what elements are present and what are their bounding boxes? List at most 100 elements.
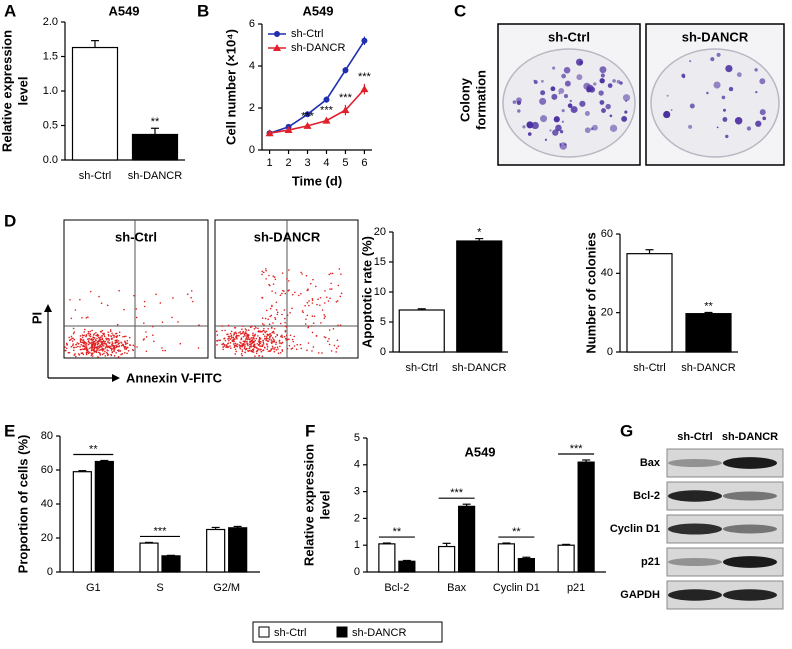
y-tick-label: 1.0 bbox=[43, 85, 58, 97]
event-dot bbox=[99, 345, 101, 347]
event-dot bbox=[82, 348, 84, 351]
colony bbox=[559, 144, 562, 147]
event-dot bbox=[90, 349, 93, 351]
event-dot bbox=[162, 349, 164, 352]
event-dot bbox=[251, 337, 253, 339]
event-dot bbox=[242, 335, 245, 338]
event-dot bbox=[91, 343, 94, 345]
event-dot bbox=[274, 346, 276, 349]
event-dot bbox=[243, 342, 246, 344]
event-dot bbox=[105, 343, 108, 345]
event-dot bbox=[82, 344, 85, 347]
event-dot bbox=[234, 353, 237, 355]
row-label: GAPDH bbox=[620, 589, 660, 601]
event-dot bbox=[261, 344, 264, 346]
event-dot bbox=[253, 335, 256, 337]
blot-band bbox=[723, 589, 777, 601]
colony bbox=[522, 125, 526, 129]
event-dot bbox=[105, 346, 107, 348]
event-dot bbox=[98, 346, 101, 349]
event-dot bbox=[242, 342, 245, 345]
event-dot bbox=[310, 325, 313, 327]
event-dot bbox=[244, 345, 246, 348]
event-dot bbox=[245, 332, 248, 335]
event-dot bbox=[273, 348, 275, 350]
y-axis-label: Cell number (×10⁴) bbox=[223, 29, 238, 145]
event-dot bbox=[111, 351, 114, 354]
event-dot bbox=[99, 336, 102, 338]
event-dot bbox=[96, 335, 99, 337]
y-tick-label: 0 bbox=[380, 346, 386, 358]
event-dot bbox=[118, 334, 121, 337]
event-dot bbox=[87, 352, 90, 355]
event-dot bbox=[91, 341, 93, 343]
event-dot bbox=[307, 342, 310, 344]
event-dot bbox=[286, 347, 289, 350]
y-tick-label: 4 bbox=[354, 459, 360, 471]
x-tick-label: Bax bbox=[447, 582, 466, 594]
event-dot bbox=[270, 339, 273, 341]
event-dot bbox=[287, 280, 290, 282]
event-dot bbox=[75, 343, 77, 346]
event-dot bbox=[255, 350, 258, 353]
bar bbox=[456, 240, 503, 353]
event-dot bbox=[328, 343, 331, 346]
event-dot bbox=[108, 345, 110, 348]
event-dot bbox=[313, 315, 316, 318]
event-dot bbox=[89, 351, 91, 354]
event-dot bbox=[267, 337, 269, 340]
event-dot bbox=[115, 351, 117, 354]
colony bbox=[563, 94, 569, 99]
event-dot bbox=[290, 348, 293, 350]
event-dot bbox=[88, 347, 91, 350]
bar bbox=[71, 46, 119, 161]
event-dot bbox=[230, 335, 232, 338]
event-dot bbox=[253, 328, 256, 330]
event-dot bbox=[117, 340, 120, 342]
event-dot bbox=[274, 292, 277, 294]
event-dot bbox=[261, 317, 264, 319]
y-tick-label: 0.5 bbox=[43, 119, 58, 131]
event-dot bbox=[93, 333, 96, 335]
significance: ** bbox=[512, 526, 521, 538]
legend-marker bbox=[273, 44, 281, 51]
bar bbox=[72, 471, 92, 573]
bar bbox=[438, 545, 456, 573]
event-dot bbox=[326, 296, 328, 299]
significance: ** bbox=[89, 443, 98, 455]
event-dot bbox=[269, 307, 272, 310]
event-dot bbox=[252, 348, 255, 350]
event-dot bbox=[107, 331, 110, 333]
x-tick-label: p21 bbox=[567, 582, 585, 594]
event-dot bbox=[254, 355, 256, 357]
event-dot bbox=[229, 341, 232, 344]
column-title: sh-DANCR bbox=[722, 431, 778, 443]
y-axis-label: level bbox=[15, 77, 30, 106]
event-dot bbox=[279, 342, 282, 344]
event-dot bbox=[73, 338, 76, 341]
event-dot bbox=[68, 339, 71, 342]
event-dot bbox=[119, 350, 122, 352]
event-dot bbox=[254, 339, 257, 342]
event-dot bbox=[267, 350, 270, 352]
event-dot bbox=[278, 339, 281, 342]
point bbox=[265, 129, 274, 137]
y-tick-label: 80 bbox=[41, 430, 53, 442]
event-dot bbox=[222, 343, 224, 346]
event-dot bbox=[179, 342, 182, 345]
colony bbox=[755, 120, 762, 127]
event-dot bbox=[263, 324, 265, 326]
event-dot bbox=[93, 347, 96, 350]
bar bbox=[626, 253, 673, 353]
event-dot bbox=[311, 331, 314, 334]
event-dot bbox=[288, 269, 290, 271]
event-dot bbox=[118, 350, 120, 353]
event-dot bbox=[271, 341, 274, 343]
event-dot bbox=[77, 353, 80, 355]
event-dot bbox=[281, 292, 283, 295]
legend-label: sh-DANCR bbox=[352, 627, 406, 639]
event-dot bbox=[268, 323, 271, 326]
event-dot bbox=[101, 344, 104, 346]
event-dot bbox=[122, 335, 124, 338]
